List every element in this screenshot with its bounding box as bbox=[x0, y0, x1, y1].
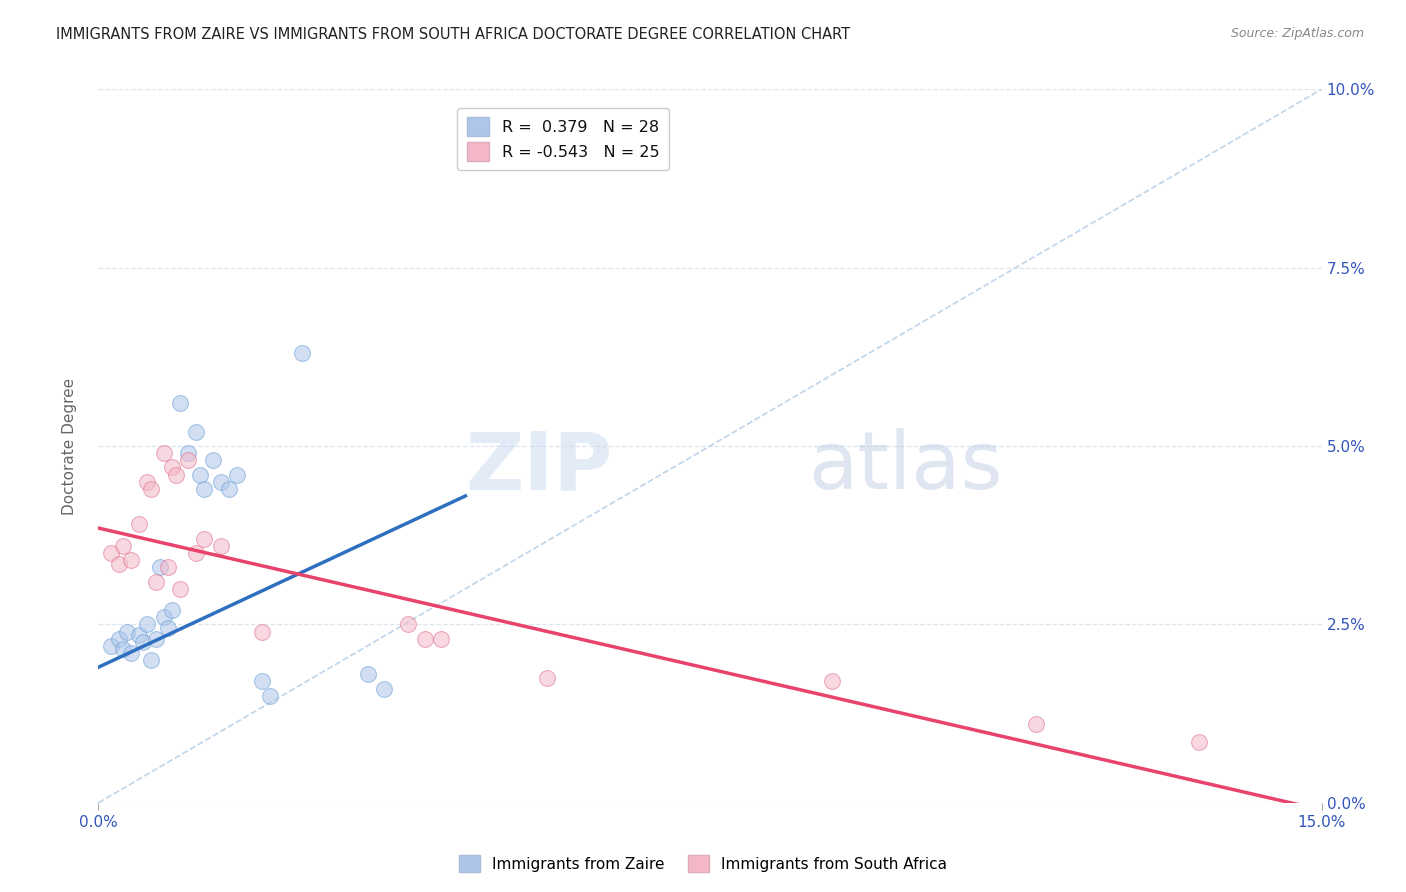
Point bbox=[177, 446, 200, 460]
Point bbox=[193, 532, 215, 546]
Point bbox=[226, 467, 249, 482]
Point bbox=[100, 546, 122, 560]
Point bbox=[218, 482, 240, 496]
Point bbox=[250, 624, 273, 639]
Point bbox=[111, 642, 134, 657]
Point bbox=[821, 674, 844, 689]
Point bbox=[186, 425, 208, 439]
Text: atlas: atlas bbox=[808, 428, 1002, 507]
Point bbox=[152, 446, 174, 460]
Text: ZIP: ZIP bbox=[465, 428, 612, 507]
Point bbox=[536, 671, 558, 685]
Point bbox=[132, 635, 155, 649]
Point bbox=[145, 632, 167, 646]
Point bbox=[136, 617, 159, 632]
Point bbox=[120, 646, 142, 660]
Point bbox=[291, 346, 314, 360]
Point bbox=[156, 621, 179, 635]
Point bbox=[201, 453, 224, 467]
Point bbox=[136, 475, 159, 489]
Point bbox=[177, 453, 200, 467]
Point bbox=[193, 482, 215, 496]
Point bbox=[156, 560, 179, 574]
Point bbox=[111, 539, 134, 553]
Point bbox=[1188, 735, 1211, 749]
Text: IMMIGRANTS FROM ZAIRE VS IMMIGRANTS FROM SOUTH AFRICA DOCTORATE DEGREE CORRELATI: IMMIGRANTS FROM ZAIRE VS IMMIGRANTS FROM… bbox=[56, 27, 851, 42]
Point bbox=[128, 628, 150, 642]
Point bbox=[250, 674, 273, 689]
Point bbox=[128, 517, 150, 532]
Point bbox=[186, 546, 208, 560]
Point bbox=[209, 539, 232, 553]
Point bbox=[169, 396, 191, 410]
Point bbox=[1025, 717, 1047, 731]
Point bbox=[145, 574, 167, 589]
Point bbox=[413, 632, 436, 646]
Point bbox=[169, 582, 191, 596]
Point bbox=[108, 557, 131, 571]
Point bbox=[160, 460, 183, 475]
Point bbox=[373, 681, 395, 696]
Point bbox=[160, 603, 183, 617]
Point bbox=[141, 653, 163, 667]
Point bbox=[115, 624, 138, 639]
Point bbox=[356, 667, 378, 681]
Y-axis label: Doctorate Degree: Doctorate Degree bbox=[62, 377, 77, 515]
Legend: R =  0.379   N = 28, R = -0.543   N = 25: R = 0.379 N = 28, R = -0.543 N = 25 bbox=[457, 108, 669, 170]
Point bbox=[152, 610, 174, 624]
Point bbox=[209, 475, 232, 489]
Point bbox=[165, 467, 187, 482]
Point bbox=[259, 689, 281, 703]
Point bbox=[141, 482, 163, 496]
Legend: Immigrants from Zaire, Immigrants from South Africa: Immigrants from Zaire, Immigrants from S… bbox=[451, 847, 955, 880]
Point bbox=[100, 639, 122, 653]
Point bbox=[149, 560, 172, 574]
Point bbox=[120, 553, 142, 567]
Text: Source: ZipAtlas.com: Source: ZipAtlas.com bbox=[1230, 27, 1364, 40]
Point bbox=[396, 617, 419, 632]
Point bbox=[108, 632, 131, 646]
Point bbox=[430, 632, 453, 646]
Point bbox=[188, 467, 212, 482]
